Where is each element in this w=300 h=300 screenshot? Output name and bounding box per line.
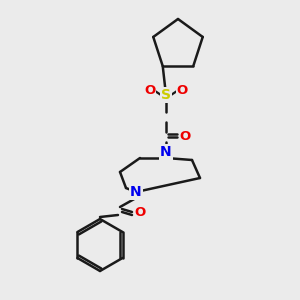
Text: O: O bbox=[179, 130, 191, 142]
Text: N: N bbox=[130, 185, 142, 199]
Text: O: O bbox=[144, 85, 156, 98]
Text: O: O bbox=[176, 85, 188, 98]
Text: O: O bbox=[134, 206, 146, 220]
Text: N: N bbox=[160, 145, 172, 159]
Text: S: S bbox=[161, 88, 171, 102]
